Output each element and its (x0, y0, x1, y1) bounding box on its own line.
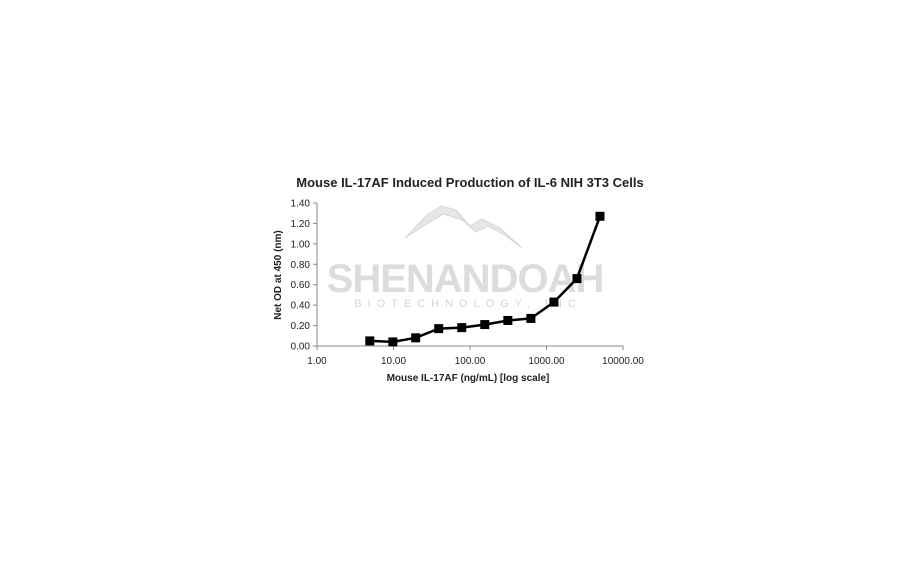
x-tick-label: 1.00 (307, 356, 327, 367)
y-tick-label: 1.00 (291, 239, 311, 250)
data-point-marker (526, 313, 536, 323)
watermark-line2: BIOTECHNOLOGY, INC (354, 298, 582, 310)
y-tick-label: 0.20 (291, 321, 311, 332)
data-point-marker (365, 336, 375, 346)
y-tick-label: 1.20 (291, 219, 311, 230)
y-axis-label: Net OD at 450 (nm) (273, 230, 284, 319)
y-axis: 0.00 0.20 0.40 0.60 0.80 1.00 1.20 1.40 (291, 199, 318, 353)
y-tick-label: 0.40 (291, 301, 311, 312)
x-tick-label: 100.00 (455, 356, 486, 367)
x-axis-label: Mouse IL-17AF (ng/mL) [log scale] (387, 373, 550, 384)
y-tick-label: 0.80 (291, 260, 311, 271)
data-point-marker (457, 323, 467, 333)
data-point-marker (434, 324, 444, 334)
series-line (365, 211, 605, 347)
x-tick-label: 10.00 (381, 356, 406, 367)
data-point-marker (549, 297, 559, 307)
chart-title: Mouse IL-17AF Induced Production of IL-6… (296, 175, 643, 190)
data-point-marker (480, 320, 490, 330)
watermark-line1: SHENANDOAH (327, 257, 604, 301)
x-axis: 1.00 10.00 100.00 1000.00 10000.00 (307, 345, 644, 367)
y-tick-label: 0.00 (291, 342, 311, 353)
data-point-marker (572, 274, 582, 284)
watermark-mountain-icon (404, 205, 523, 249)
data-point-marker (388, 337, 398, 347)
y-tick-label: 0.60 (291, 280, 311, 291)
y-tick-label: 1.40 (291, 199, 311, 210)
x-tick-label: 10000.00 (602, 356, 644, 367)
x-tick-label: 1000.00 (528, 356, 565, 367)
data-point-marker (411, 333, 421, 343)
data-point-marker (503, 315, 513, 325)
watermark: SHENANDOAH BIOTECHNOLOGY, INC (327, 205, 604, 310)
data-point-marker (595, 211, 605, 221)
